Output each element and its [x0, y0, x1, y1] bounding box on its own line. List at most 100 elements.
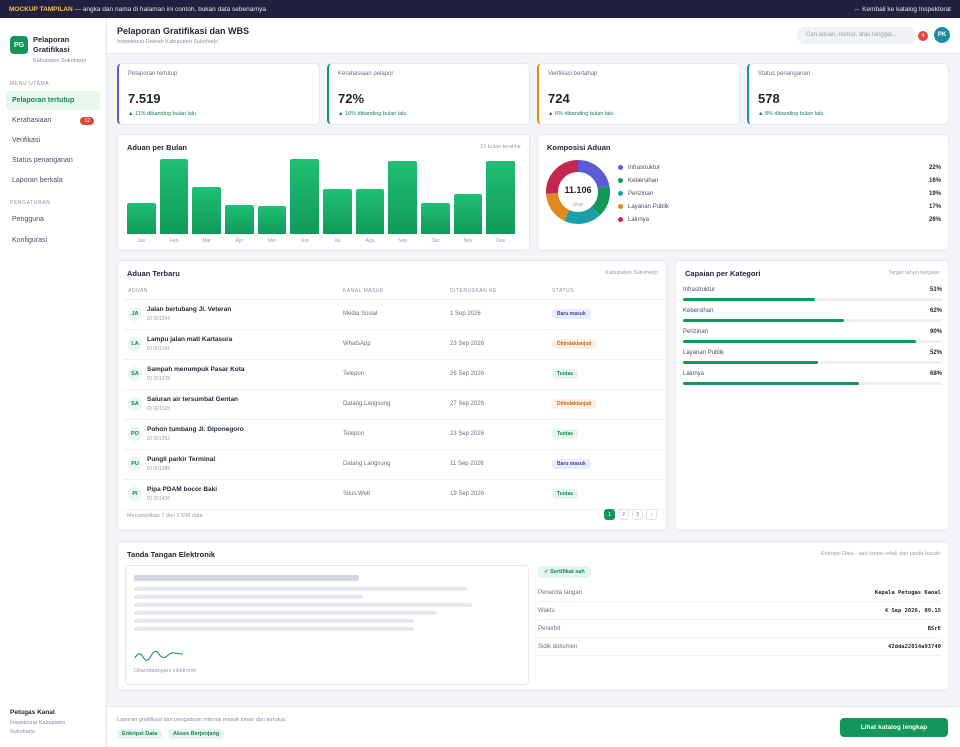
sidebar-item-label: Konfigurasi	[12, 237, 48, 244]
month-label: Okt	[431, 238, 440, 244]
table-row[interactable]: PI Pipa PDAM bocor Baki ID 001426 Situs We…	[123, 479, 670, 510]
legend-label: Kebersihan	[628, 177, 659, 184]
document-preview: Ditandatangani elektronik	[125, 565, 529, 685]
sidebar-item-verifikasi[interactable]: Verifikasi	[6, 131, 100, 150]
sidebar-item-laporan-berkala[interactable]: Laporan berkala	[6, 171, 100, 190]
bar-sep	[388, 161, 418, 234]
kpi-label: Kerahasiaan pelapor	[338, 71, 394, 77]
page-subtitle: Inspektorat Daerah Kabupaten Sukoharjo	[117, 39, 219, 45]
progress-fill	[683, 340, 917, 343]
user-org: Inspektorat Kabupaten	[10, 720, 66, 726]
legend-dot	[618, 217, 623, 222]
report-channel: Telepon	[338, 359, 445, 390]
field-label: Sidik dokumen	[538, 643, 578, 650]
chart-title: Aduan per Bulan	[127, 143, 188, 152]
sidebar-item-label: Verifikasi	[12, 137, 41, 144]
progress-percent: 90%	[929, 329, 942, 335]
report-id: ID 001352	[147, 436, 171, 442]
sidebar-item-pelaporan-tertutup[interactable]: Pelaporan tertutup	[6, 91, 100, 110]
search-input[interactable]: Cari aduan, nomor, atau tanggal...	[797, 27, 917, 44]
pagination: 1 2 3 ›	[604, 509, 657, 520]
field-value: 42dda22014a93740	[888, 643, 941, 650]
legend-percent: 17%	[928, 203, 941, 210]
progress-item: Lainnya 68%	[683, 371, 942, 385]
progress-percent: 68%	[929, 371, 942, 377]
kpi-value: 578	[758, 91, 780, 106]
sidebar-item-pengguna[interactable]: Pengguna	[6, 210, 100, 229]
progress-fill	[683, 361, 818, 364]
report-initials: SA	[128, 367, 142, 381]
report-date: 23 Sep 2026	[445, 419, 547, 450]
report-date: 26 Sep 2026	[445, 359, 547, 390]
table-row[interactable]: SA Saluran air tersumbat Gentan ID 001315 …	[123, 389, 670, 420]
sidebar-item-label: Pelaporan tertutup	[12, 97, 75, 104]
status-badge: Tuntas	[552, 489, 579, 499]
notification-badge[interactable]: 4	[918, 31, 928, 41]
user-org-region: Sukoharjo	[10, 729, 35, 735]
report-initials: PI	[128, 487, 142, 501]
report-id: ID 001241	[147, 346, 171, 352]
avatar[interactable]: PK	[934, 27, 950, 43]
brand-subtitle: Kabupaten Sukoharjo	[33, 58, 86, 64]
count-badge: 12	[80, 116, 94, 125]
recent-note: Kabupaten Sukoharjo	[605, 270, 658, 276]
legend-item: Infrastruktur 22%	[618, 161, 941, 174]
composition-title: Komposisi Aduan	[547, 143, 611, 152]
status-badge: Ditindaklanjuti	[552, 399, 597, 409]
view-catalog-button[interactable]: Lihat katalog lengkap	[840, 718, 948, 737]
table-row[interactable]: PU Pungli parkir Terminal ID 001389 Datang…	[123, 449, 670, 480]
report-date: 19 Sep 2026	[445, 479, 547, 510]
sidebar-item-konfigurasi[interactable]: Konfigurasi	[6, 231, 100, 250]
month-axis: Jan Feb Mar Apr Mei Jun Jul Agu Sep Okt Nov Des	[127, 238, 515, 244]
status-badge: Baru masuk	[552, 309, 591, 319]
mockup-banner: MOCKUP TAMPILAN — angka dan nama di hala…	[0, 0, 960, 18]
progress-track	[683, 319, 942, 322]
next-page-button[interactable]: ›	[646, 509, 657, 520]
kpi-value: 7.519	[128, 91, 161, 106]
kpi-change: ▲ 16% dibanding bulan lalu	[338, 111, 407, 117]
achievement-note: Target tahun berjalan	[888, 270, 940, 276]
signature-title: Tanda Tangan Elektronik	[127, 550, 216, 559]
month-label: Feb	[169, 238, 179, 244]
bar-feb	[159, 159, 189, 234]
bar-jun	[290, 159, 320, 234]
bar-okt	[421, 203, 450, 234]
page-button-2[interactable]: 2	[618, 509, 629, 520]
column-header-diteruskan: DITERUSKAN KE	[445, 283, 547, 300]
legend-percent: 19%	[928, 190, 941, 197]
table-row[interactable]: PO Pohon tumbang Jl. Diponegoro ID 001352 …	[123, 419, 670, 450]
page-button-3[interactable]: 3	[632, 509, 643, 520]
legend-item: Perizinan 19%	[618, 187, 941, 200]
sidebar-item-status-penanganan[interactable]: Status penanganan	[6, 151, 100, 170]
field-label: Penerbit	[538, 625, 561, 632]
progress-track	[683, 340, 942, 343]
table-row[interactable]: JA Jalan berlubang Jl. Veteran ID 001204 M…	[123, 299, 670, 330]
report-name: Saluran air tersumbat Gentan	[147, 396, 239, 403]
legend-dot	[618, 178, 623, 183]
table-row[interactable]: SA Sampah menumpuk Pasar Kota ID 001278 Te…	[123, 359, 670, 390]
kpi-label: Verifikasi bertahap	[548, 71, 598, 77]
progress-item: Perizinan 90%	[683, 329, 942, 343]
page-button-1[interactable]: 1	[604, 509, 615, 520]
progress-percent: 62%	[929, 308, 942, 314]
month-label: Jan	[137, 238, 146, 244]
achievement-title: Capaian per Kategori	[685, 269, 761, 278]
donut-slice-kebersihan	[546, 160, 610, 224]
legend-label: Infrastruktur	[628, 164, 661, 171]
mockup-tag: MOCKUP TAMPILAN	[9, 5, 73, 13]
kpi-card-pelaporan-tertutup: Pelaporan tertutup 7.519 ▲ 11% dibanding…	[117, 63, 320, 125]
mockup-text: — angka dan nama di halaman ini contoh, …	[72, 5, 267, 13]
back-to-catalog-link[interactable]: ← Kembali ke katalog Inspektorat	[853, 5, 951, 13]
signed-caption: Ditandatangani elektronik	[134, 668, 197, 674]
legend-percent: 26%	[928, 216, 941, 223]
field-value: BSrE	[927, 625, 941, 632]
report-id: ID 001315	[147, 406, 171, 412]
feature-chip: Akses Berjenjang	[168, 729, 225, 739]
sidebar-item-kerahasiaan[interactable]: Kerahasiaan 12	[6, 111, 100, 130]
progress-percent: 51%	[929, 287, 942, 293]
sidebar: PG Pelaporan Gratifikasi Kabupaten Sukoh…	[0, 18, 107, 747]
month-label: Des	[496, 238, 506, 244]
status-badge: Ditindaklanjuti	[552, 339, 597, 349]
report-name: Lampu jalan mati Kartasura	[147, 336, 233, 343]
table-row[interactable]: LA Lampu jalan mati Kartasura ID 001241 Wh…	[123, 329, 670, 360]
